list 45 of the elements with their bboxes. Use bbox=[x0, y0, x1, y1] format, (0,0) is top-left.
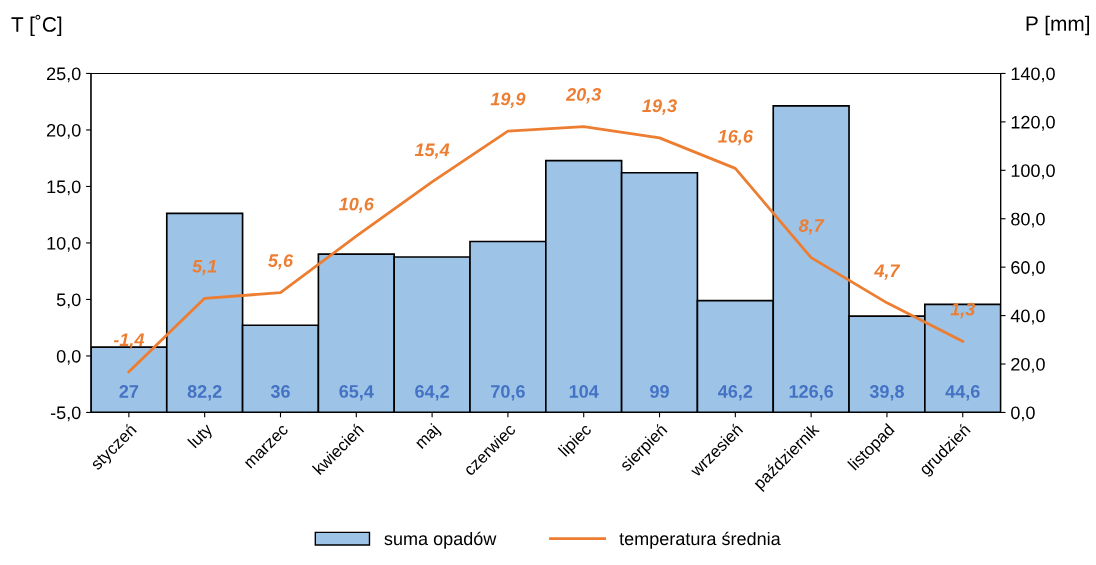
data-label: 10,6 bbox=[339, 197, 374, 214]
data-label: 27 bbox=[119, 385, 139, 398]
x-tick-label: maj bbox=[413, 422, 443, 452]
data-label: 20,3 bbox=[565, 88, 602, 104]
data-label: 82,2 bbox=[187, 385, 222, 401]
data-label: 39,8 bbox=[869, 385, 904, 401]
data-label: 44,6 bbox=[945, 385, 980, 401]
y-tick-label: 20,0 bbox=[47, 123, 81, 139]
data-label: 36 bbox=[270, 385, 290, 398]
y2-tick-label: 40,0 bbox=[1010, 309, 1045, 325]
y2-tick-label: 100,0 bbox=[1011, 164, 1055, 180]
data-label: 104 bbox=[569, 385, 599, 398]
data-label: 64,2 bbox=[415, 385, 449, 401]
y-tick-label: -5,0 bbox=[50, 406, 81, 422]
data-label: 70,6 bbox=[491, 385, 525, 401]
data-label: 126,6 bbox=[789, 385, 834, 401]
data-label: 8,7 bbox=[798, 219, 825, 235]
y2-tick-label: 80,0 bbox=[1011, 212, 1045, 228]
x-tick-label: luty bbox=[187, 422, 216, 451]
y2-axis-title: P [mm] bbox=[1026, 15, 1090, 36]
y2-tick-label: 0,0 bbox=[1011, 406, 1035, 422]
y2-tick-label: 60,0 bbox=[1011, 261, 1045, 277]
data-label: 16,6 bbox=[718, 129, 753, 146]
y-axis-title: T [˚C] bbox=[11, 14, 62, 36]
data-label: -1,4 bbox=[113, 333, 145, 349]
y2-tick-label: 140,0 bbox=[1011, 67, 1055, 83]
data-label: 15,4 bbox=[414, 143, 450, 159]
legend-label: temperatura średnia bbox=[619, 531, 781, 549]
y2-tick-label: 120,0 bbox=[1011, 115, 1055, 131]
legend-label: suma opadów bbox=[384, 531, 497, 549]
data-label: 1,3 bbox=[950, 302, 976, 319]
data-label: 46,2 bbox=[718, 385, 753, 401]
data-label: 19,9 bbox=[490, 92, 526, 108]
y2-tick-label: 20,0 bbox=[1011, 357, 1045, 373]
data-label: 65,4 bbox=[339, 385, 374, 401]
data-label: 5,1 bbox=[192, 260, 217, 276]
data-label: 5,6 bbox=[268, 254, 294, 270]
y-tick-label: 25,0 bbox=[47, 67, 81, 83]
data-label: 4,7 bbox=[874, 264, 901, 280]
data-label: 19,3 bbox=[642, 99, 677, 115]
y-tick-label: 5,0 bbox=[56, 293, 81, 309]
y-tick-label: 10,0 bbox=[47, 236, 81, 252]
y-tick-label: 0,0 bbox=[56, 349, 81, 365]
data-label: 99 bbox=[650, 385, 669, 398]
y-tick-label: 15,0 bbox=[47, 180, 81, 196]
